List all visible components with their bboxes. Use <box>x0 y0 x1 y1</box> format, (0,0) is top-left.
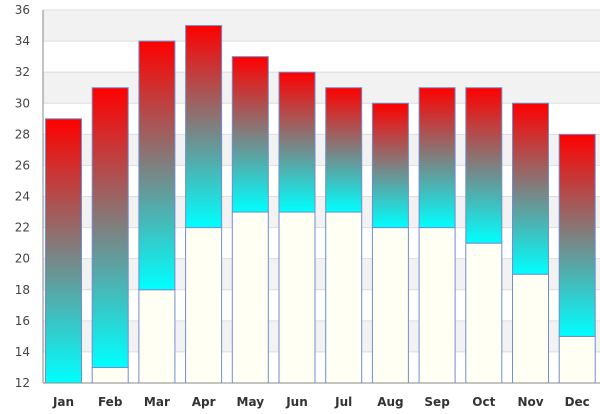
background-band <box>43 103 600 135</box>
range-bar-jul <box>325 87 363 213</box>
y-tick-label: 36 <box>15 3 30 17</box>
y-tick-label: 22 <box>15 221 30 235</box>
background-band <box>43 258 600 290</box>
x-tick-label: Jan <box>52 395 74 409</box>
y-tick-label: 28 <box>15 127 30 141</box>
range-bar-oct <box>465 87 503 244</box>
range-bar-jun <box>278 71 316 213</box>
y-tick-label: 30 <box>15 96 30 110</box>
range-bar-dec <box>558 133 596 337</box>
bar-base <box>185 227 223 384</box>
y-tick-label: 12 <box>15 376 30 390</box>
x-tick-label: Jun <box>285 395 308 409</box>
background-band <box>43 227 600 259</box>
y-tick-label: 24 <box>15 190 30 204</box>
y-tick-label: 14 <box>15 345 30 359</box>
background-band <box>43 134 600 166</box>
y-tick-label: 32 <box>15 65 30 79</box>
y-tick-label: 20 <box>15 252 30 266</box>
range-bar-aug <box>371 102 409 229</box>
axes <box>42 10 600 384</box>
background-band <box>43 10 600 42</box>
y-tick-label: 18 <box>15 283 30 297</box>
x-tick-label: Aug <box>377 395 403 409</box>
background-band <box>43 41 600 73</box>
y-tick-label: 16 <box>15 314 30 328</box>
range-bar-nov <box>512 102 549 275</box>
background-band <box>43 165 600 197</box>
bar-base <box>278 211 316 384</box>
background-band <box>43 320 600 352</box>
x-tick-label: Sep <box>424 395 450 409</box>
x-axis-ticks: Jan Feb Mar Apr May Jun Jul Aug Sep Oct Nov Dec <box>52 395 590 409</box>
bar-base <box>371 227 409 384</box>
x-tick-label: May <box>237 395 265 409</box>
range-bar-feb <box>91 87 129 368</box>
bar-base <box>138 289 176 384</box>
y-tick-label: 26 <box>15 158 30 172</box>
background-band <box>43 196 600 228</box>
bar-base <box>325 211 363 384</box>
x-tick-label: Feb <box>98 395 123 409</box>
bar-base <box>418 227 456 384</box>
background-band <box>43 289 600 321</box>
bar-base <box>231 211 269 384</box>
range-bar-apr <box>185 25 223 229</box>
bar-base <box>465 242 503 384</box>
x-tick-label: Jul <box>334 395 352 409</box>
range-bar-jan <box>45 118 82 384</box>
range-bar-mar <box>138 40 176 291</box>
x-tick-label: Mar <box>144 395 170 409</box>
background-band <box>43 72 600 104</box>
x-tick-label: Oct <box>472 395 495 409</box>
bar-base <box>558 335 596 384</box>
y-tick-label: 34 <box>15 34 30 48</box>
x-tick-label: Dec <box>565 395 590 409</box>
x-tick-label: Apr <box>192 395 216 409</box>
range-bar-sep <box>418 87 456 229</box>
bars <box>45 25 596 384</box>
bar-base <box>512 273 549 384</box>
y-axis-ticks: 12 14 16 18 20 22 24 26 28 30 32 34 36 <box>15 3 30 390</box>
range-bar-may <box>231 56 269 213</box>
x-tick-label: Nov <box>517 395 543 409</box>
bar-base <box>91 366 129 384</box>
background-band <box>43 351 600 383</box>
background-bands <box>43 10 600 383</box>
